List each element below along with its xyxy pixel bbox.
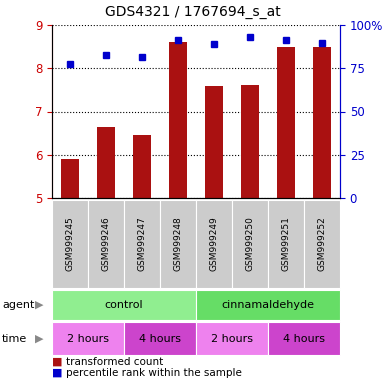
Text: 4 hours: 4 hours [139, 333, 181, 344]
Text: cinnamaldehyde: cinnamaldehyde [221, 300, 315, 310]
Text: GSM999252: GSM999252 [318, 217, 326, 271]
Text: ▶: ▶ [35, 333, 44, 344]
Text: agent: agent [2, 300, 34, 310]
Text: 2 hours: 2 hours [211, 333, 253, 344]
Text: 2 hours: 2 hours [67, 333, 109, 344]
Text: GSM999250: GSM999250 [246, 217, 254, 271]
Bar [133, 135, 151, 198]
Text: transformed count: transformed count [66, 357, 163, 367]
Text: control: control [105, 300, 143, 310]
Bar [169, 42, 187, 198]
Bar [205, 86, 223, 198]
Text: GSM999245: GSM999245 [65, 217, 75, 271]
Text: percentile rank within the sample: percentile rank within the sample [66, 368, 242, 378]
Text: 4 hours: 4 hours [283, 333, 325, 344]
Text: GDS4321 / 1767694_s_at: GDS4321 / 1767694_s_at [105, 5, 280, 19]
Text: GSM999246: GSM999246 [102, 217, 110, 271]
Bar [61, 159, 79, 198]
Text: ▶: ▶ [35, 300, 44, 310]
Bar [277, 46, 295, 198]
Text: ■: ■ [52, 357, 62, 367]
Text: GSM999249: GSM999249 [209, 217, 219, 271]
Text: time: time [2, 333, 27, 344]
Bar [241, 85, 259, 198]
Bar [313, 46, 331, 198]
Text: GSM999247: GSM999247 [137, 217, 147, 271]
Bar [97, 127, 115, 198]
Text: GSM999251: GSM999251 [281, 217, 291, 271]
Text: GSM999248: GSM999248 [174, 217, 182, 271]
Text: ■: ■ [52, 368, 62, 378]
